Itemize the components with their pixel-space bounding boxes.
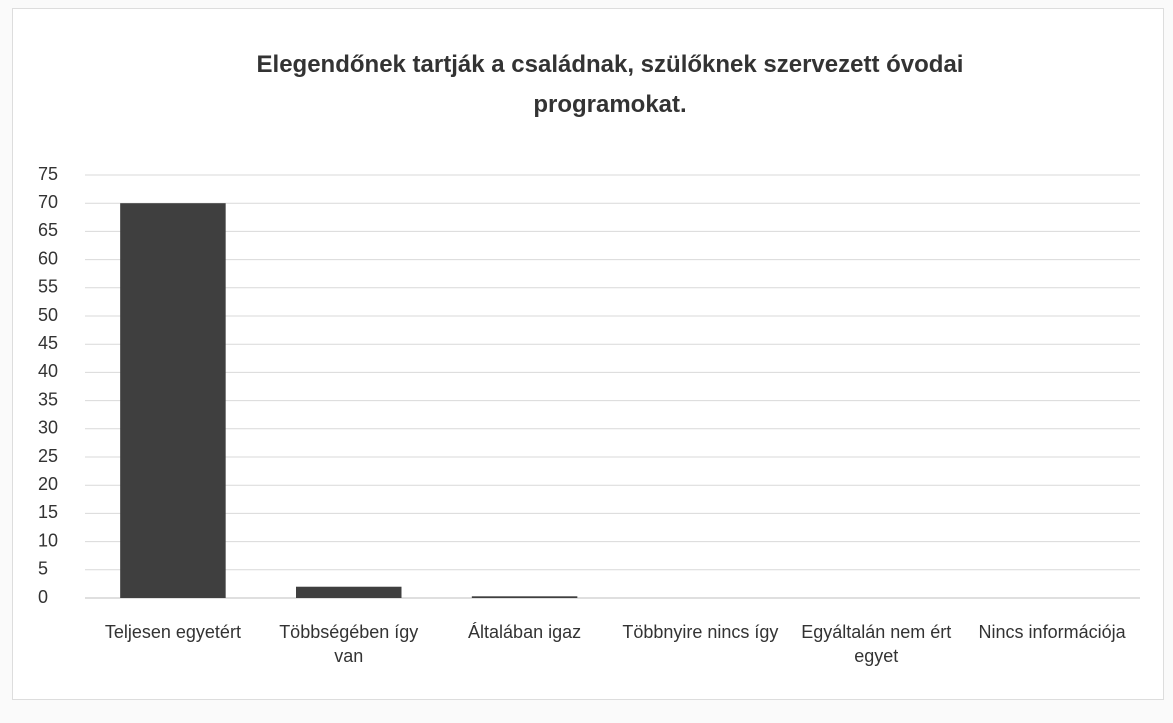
x-tick-label: Többnyire nincs így (622, 622, 779, 642)
y-tick-label: 70 (38, 192, 58, 212)
y-tick-label: 55 (38, 277, 58, 297)
x-tick-label: Egyáltalán nem ért egyet (801, 622, 952, 666)
y-tick-label: 30 (38, 418, 58, 438)
y-tick-label: 10 (38, 530, 58, 550)
x-tick-label: Általában igaz (468, 622, 582, 642)
y-tick-label: 35 (38, 389, 58, 409)
y-tick-label: 45 (38, 333, 58, 353)
x-tick-label: Nincs információja (978, 622, 1126, 642)
x-tick-label: Teljesen egyetért (104, 622, 241, 642)
y-tick-label: 60 (38, 248, 58, 268)
chart-title: Elegendőnek tartják a családnak, szülőkn… (256, 51, 964, 118)
y-tick-label: 65 (38, 220, 58, 240)
y-tick-label: 75 (38, 164, 58, 184)
y-tick-label: 50 (38, 305, 58, 325)
bar (120, 203, 226, 598)
y-tick-label: 0 (38, 587, 48, 607)
y-tick-label: 25 (38, 446, 58, 466)
bar (471, 596, 578, 598)
y-tick-label: 15 (38, 502, 58, 522)
y-tick-label: 5 (38, 559, 48, 579)
y-tick-label: 40 (38, 361, 58, 381)
x-tick-label: Többségében így van (279, 622, 419, 666)
bar (296, 586, 402, 598)
y-tick-label: 20 (38, 474, 58, 494)
